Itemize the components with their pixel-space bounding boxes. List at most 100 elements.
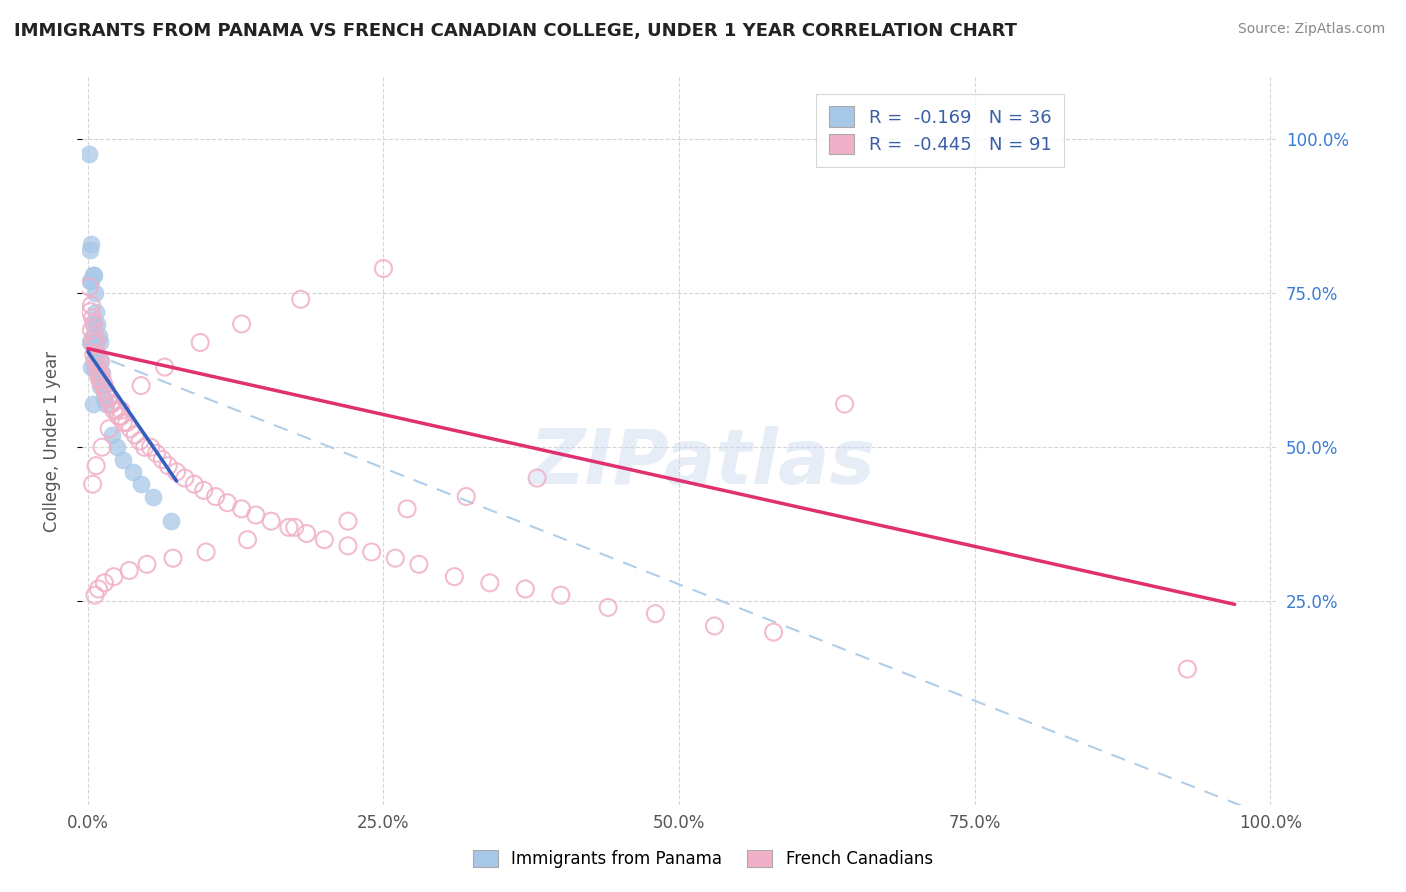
Point — [84, 335, 107, 350]
Point — [83, 317, 105, 331]
Point — [98, 397, 121, 411]
Point — [87, 329, 110, 343]
Point — [77, 147, 100, 161]
Point — [128, 434, 150, 448]
Point — [188, 335, 211, 350]
Point — [1177, 662, 1199, 676]
Point — [98, 391, 121, 405]
Point — [91, 372, 114, 386]
Text: ZIPatlas: ZIPatlas — [530, 425, 876, 500]
Point — [360, 545, 382, 559]
Point — [93, 378, 115, 392]
Y-axis label: College, Under 1 year: College, Under 1 year — [44, 351, 60, 532]
Legend: R =  -0.169   N = 36, R =  -0.445   N = 91: R = -0.169 N = 36, R = -0.445 N = 91 — [817, 94, 1064, 167]
Point — [129, 378, 152, 392]
Point — [79, 274, 101, 288]
Point — [84, 335, 107, 350]
Point — [231, 317, 253, 331]
Point — [162, 551, 184, 566]
Point — [290, 293, 312, 307]
Point — [121, 465, 143, 479]
Point — [82, 477, 104, 491]
Point — [100, 397, 122, 411]
Point — [762, 625, 785, 640]
Point — [124, 428, 146, 442]
Point — [89, 378, 111, 392]
Point — [80, 323, 103, 337]
Point — [86, 366, 108, 380]
Point — [97, 391, 120, 405]
Point — [82, 268, 104, 282]
Point — [87, 360, 110, 375]
Point — [84, 348, 107, 362]
Point — [515, 582, 537, 596]
Point — [86, 348, 108, 362]
Point — [94, 397, 117, 411]
Point — [139, 440, 162, 454]
Point — [83, 360, 105, 375]
Point — [84, 458, 107, 473]
Point — [103, 403, 125, 417]
Point — [79, 335, 101, 350]
Point — [314, 533, 336, 547]
Point — [478, 575, 501, 590]
Point — [82, 397, 104, 411]
Legend: Immigrants from Panama, French Canadians: Immigrants from Panama, French Canadians — [467, 843, 939, 875]
Point — [79, 243, 101, 257]
Point — [834, 397, 856, 411]
Point — [193, 483, 215, 498]
Text: Source: ZipAtlas.com: Source: ZipAtlas.com — [1237, 22, 1385, 37]
Point — [107, 409, 129, 424]
Point — [91, 440, 114, 454]
Point — [110, 409, 132, 424]
Point — [80, 335, 103, 350]
Point — [644, 607, 666, 621]
Point — [134, 440, 156, 454]
Point — [84, 329, 107, 343]
Point — [91, 378, 114, 392]
Point — [103, 569, 125, 583]
Point — [90, 366, 112, 380]
Point — [526, 471, 548, 485]
Point — [295, 526, 318, 541]
Point — [107, 440, 129, 454]
Point — [105, 403, 128, 417]
Point — [173, 471, 195, 485]
Point — [336, 514, 359, 528]
Point — [157, 458, 180, 473]
Point — [408, 558, 430, 572]
Point — [100, 428, 122, 442]
Point — [98, 422, 121, 436]
Point — [231, 501, 253, 516]
Point — [86, 317, 108, 331]
Point — [87, 582, 110, 596]
Point — [217, 496, 239, 510]
Point — [80, 236, 103, 251]
Point — [384, 551, 406, 566]
Point — [145, 446, 167, 460]
Point — [159, 514, 181, 528]
Point — [236, 533, 259, 547]
Point — [82, 329, 104, 343]
Point — [83, 268, 105, 282]
Point — [84, 286, 107, 301]
Point — [89, 372, 111, 386]
Point — [110, 403, 132, 417]
Point — [84, 588, 107, 602]
Point — [336, 539, 359, 553]
Point — [443, 569, 465, 583]
Point — [80, 360, 103, 375]
Point — [84, 304, 107, 318]
Point — [90, 354, 112, 368]
Point — [550, 588, 572, 602]
Point — [204, 490, 226, 504]
Point — [166, 465, 188, 479]
Point — [245, 508, 267, 522]
Point — [703, 619, 725, 633]
Point — [118, 564, 141, 578]
Point — [96, 384, 118, 399]
Point — [80, 298, 103, 312]
Point — [373, 261, 395, 276]
Point — [277, 520, 299, 534]
Point — [284, 520, 307, 534]
